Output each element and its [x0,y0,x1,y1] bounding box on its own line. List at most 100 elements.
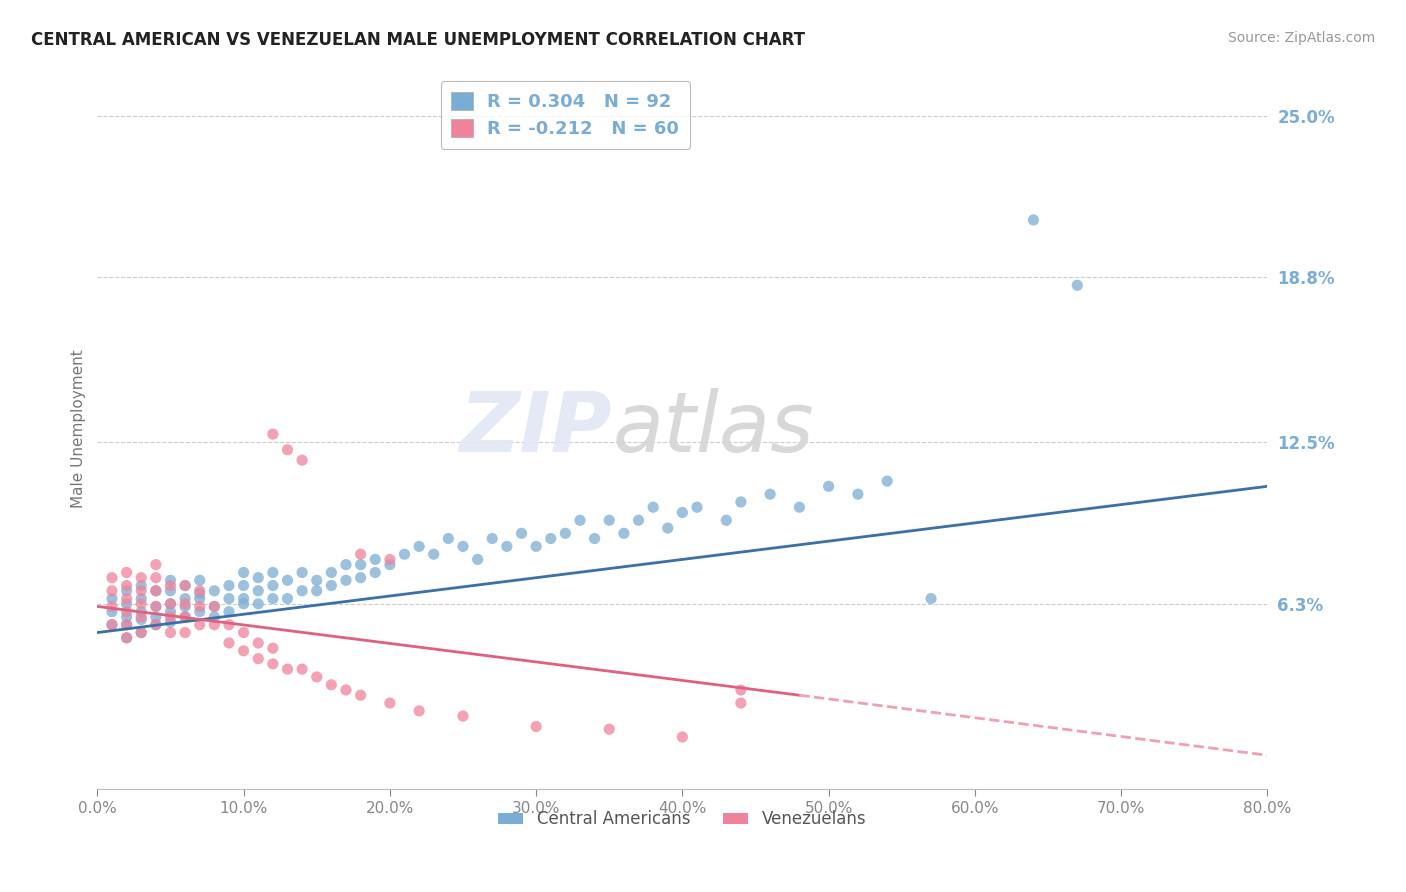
Point [232,578,254,592]
Point [174,578,197,592]
Point [101,599,124,614]
Point [174,599,197,614]
Point [643,500,665,515]
Point [159,625,181,640]
Point [115,617,138,632]
Point [174,578,197,592]
Point [115,617,138,632]
Point [262,427,284,442]
Point [129,605,152,619]
Point [129,571,152,585]
Point [305,574,328,588]
Point [1022,213,1045,227]
Point [218,591,240,606]
Point [305,670,328,684]
Point [115,631,138,645]
Point [129,625,152,640]
Point [364,566,387,580]
Point [115,583,138,598]
Point [115,597,138,611]
Point [262,641,284,656]
Point [583,532,606,546]
Point [129,591,152,606]
Point [291,662,314,676]
Point [524,540,547,554]
Point [218,617,240,632]
Point [232,644,254,658]
Point [262,566,284,580]
Point [145,583,167,598]
Point [335,574,357,588]
Point [657,521,679,535]
Point [232,597,254,611]
Point [349,547,371,561]
Point [145,617,167,632]
Point [145,571,167,585]
Point [247,583,270,598]
Text: atlas: atlas [612,388,814,469]
Point [247,571,270,585]
Point [291,583,314,598]
Point [159,578,181,592]
Point [876,474,898,488]
Point [174,591,197,606]
Point [349,688,371,702]
Text: ZIP: ZIP [460,388,612,469]
Point [569,513,592,527]
Point [321,566,343,580]
Point [671,505,693,519]
Point [247,597,270,611]
Point [188,605,211,619]
Point [759,487,782,501]
Point [335,683,357,698]
Point [364,552,387,566]
Point [554,526,576,541]
Point [145,610,167,624]
Point [321,678,343,692]
Point [188,591,211,606]
Legend: Central Americans, Venezuelans: Central Americans, Venezuelans [492,804,873,835]
Point [789,500,811,515]
Point [378,552,401,566]
Point [101,583,124,598]
Point [730,495,752,509]
Point [174,610,197,624]
Point [145,599,167,614]
Point [598,722,620,736]
Point [218,578,240,592]
Point [101,605,124,619]
Point [129,597,152,611]
Point [613,526,636,541]
Point [202,610,225,624]
Point [335,558,357,572]
Point [262,657,284,671]
Point [159,597,181,611]
Point [276,591,298,606]
Point [101,617,124,632]
Point [188,599,211,614]
Point [730,683,752,698]
Point [188,586,211,600]
Point [202,599,225,614]
Point [188,574,211,588]
Point [540,532,562,546]
Point [115,566,138,580]
Point [159,597,181,611]
Point [451,540,474,554]
Point [159,574,181,588]
Point [188,617,211,632]
Point [129,578,152,592]
Point [276,442,298,457]
Point [524,720,547,734]
Point [262,591,284,606]
Point [496,540,519,554]
Point [627,513,650,527]
Point [671,730,693,744]
Point [145,583,167,598]
Point [481,532,503,546]
Point [202,583,225,598]
Point [129,612,152,626]
Point [716,513,738,527]
Point [101,571,124,585]
Point [115,605,138,619]
